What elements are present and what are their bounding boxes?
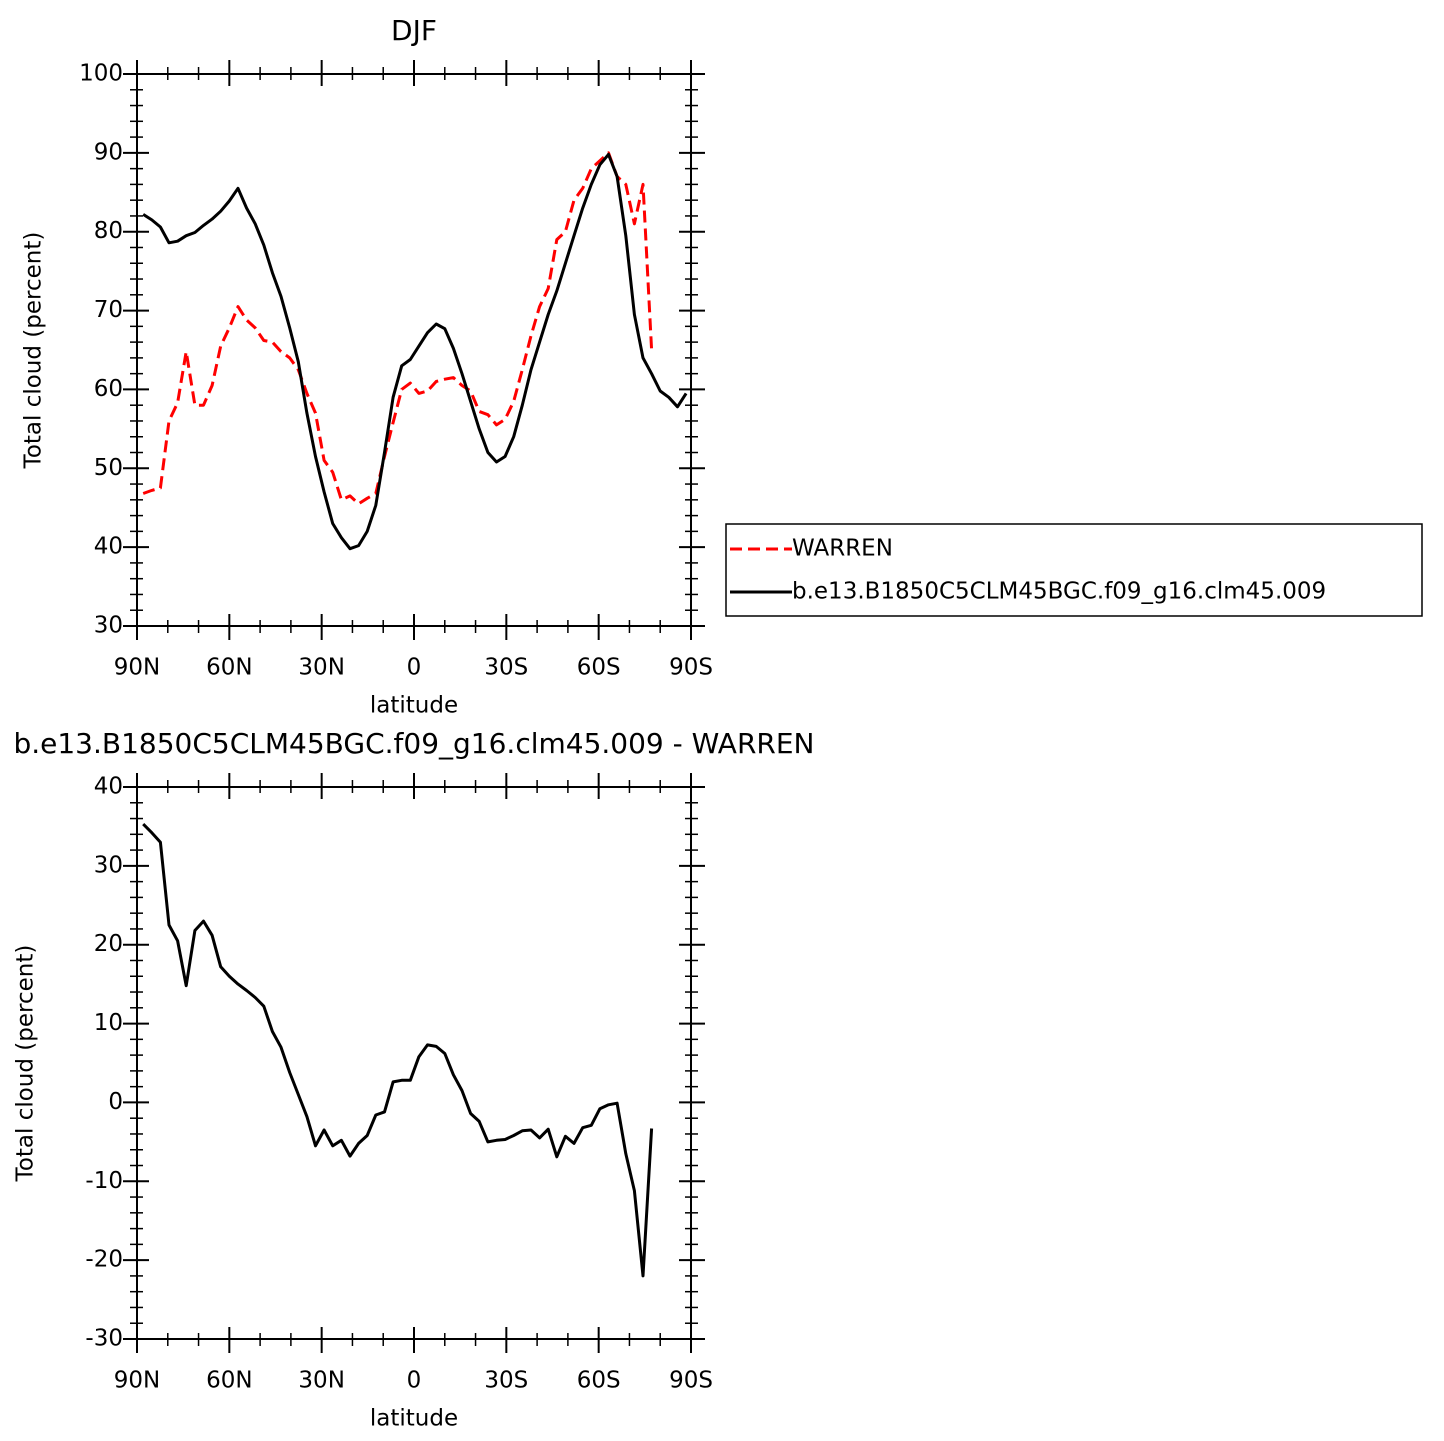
x-tick-label: 30S bbox=[484, 655, 528, 681]
series-line bbox=[142, 151, 654, 506]
y-tick-label: 70 bbox=[94, 297, 123, 323]
y-axis-label: Total cloud (percent) bbox=[21, 232, 47, 470]
y-tick-label: 30 bbox=[94, 852, 123, 878]
x-tick-label: 30N bbox=[298, 1368, 344, 1394]
y-tick-label: 10 bbox=[94, 1010, 123, 1036]
y-tick-label: 20 bbox=[94, 931, 123, 957]
x-tick-label: 30S bbox=[484, 1368, 528, 1394]
data-line bbox=[142, 823, 654, 1278]
y-tick-label: 40 bbox=[94, 534, 123, 560]
x-axis-label: latitude bbox=[370, 1406, 458, 1432]
y-tick-label: 50 bbox=[94, 455, 123, 481]
y-tick-label: -10 bbox=[85, 1168, 123, 1194]
y-axis-label: Total cloud (percent) bbox=[13, 945, 39, 1183]
y-tick-label: -30 bbox=[85, 1326, 123, 1352]
x-tick-label: 60S bbox=[577, 655, 621, 681]
x-tick-label: 90N bbox=[114, 655, 160, 681]
chart-title: b.e13.B1850C5CLM45BGC.f09_g16.clm45.009 … bbox=[13, 727, 814, 760]
x-tick-label: 90S bbox=[669, 655, 713, 681]
x-tick-label: 60S bbox=[577, 1368, 621, 1394]
legend-label: b.e13.B1850C5CLM45BGC.f09_g16.clm45.009 bbox=[792, 579, 1326, 605]
x-tick-label: 0 bbox=[407, 655, 422, 681]
x-tick-label: 90N bbox=[114, 1368, 160, 1394]
legend-box bbox=[725, 523, 1423, 617]
y-tick-label: 60 bbox=[94, 376, 123, 402]
x-tick-label: 90S bbox=[669, 1368, 713, 1394]
y-tick-label: 40 bbox=[94, 774, 123, 800]
x-tick-label: 0 bbox=[407, 1368, 422, 1394]
y-tick-label: -20 bbox=[85, 1247, 123, 1273]
series-line bbox=[142, 152, 688, 551]
x-tick-label: 60N bbox=[206, 1368, 252, 1394]
y-tick-label: 0 bbox=[108, 1089, 123, 1115]
legend-label: WARREN bbox=[792, 536, 893, 562]
x-axis-label: latitude bbox=[370, 693, 458, 719]
chart-title: DJF bbox=[391, 14, 437, 47]
x-tick-label: 30N bbox=[298, 655, 344, 681]
y-tick-label: 90 bbox=[94, 139, 123, 165]
x-tick-label: 60N bbox=[206, 655, 252, 681]
y-tick-label: 100 bbox=[79, 61, 123, 87]
plot-frame bbox=[136, 786, 692, 1340]
y-tick-label: 30 bbox=[94, 613, 123, 639]
y-tick-label: 80 bbox=[94, 218, 123, 244]
